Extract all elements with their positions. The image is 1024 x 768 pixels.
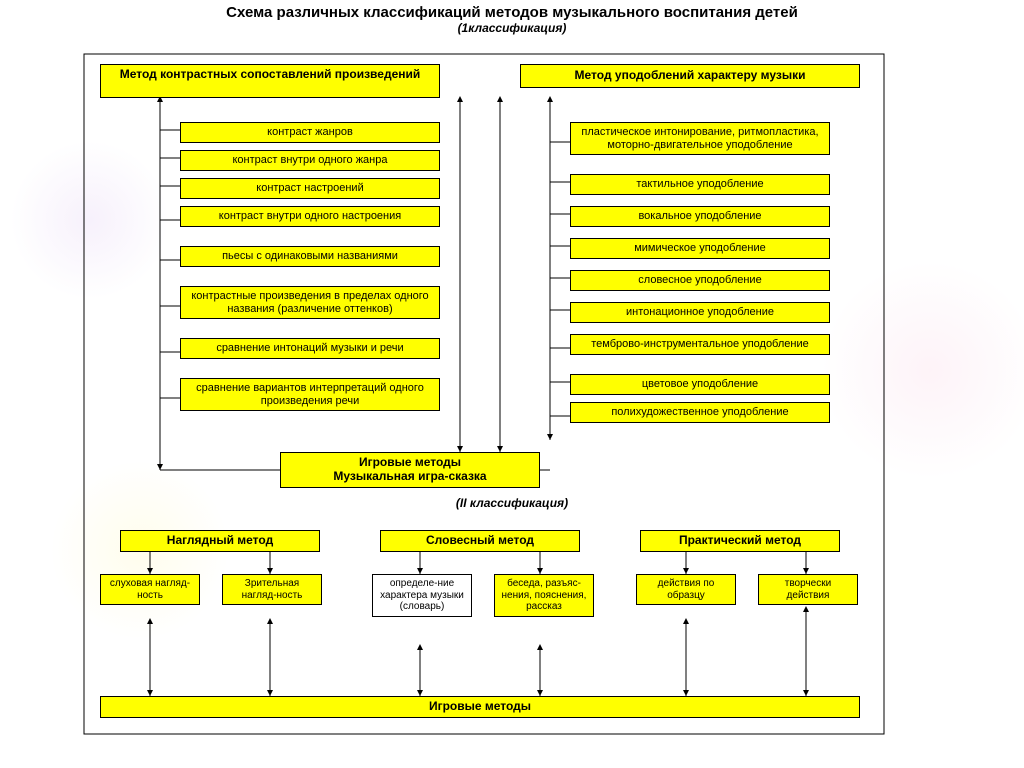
s2-sub: творчески действия <box>758 574 858 605</box>
s1-left-item: контрастные произведения в пределах одно… <box>180 286 440 319</box>
s2-sub: определе-ние характера музыки (словарь) <box>372 574 472 617</box>
s1-right-item: полихудожественное уподобление <box>570 402 830 423</box>
s2-header-2: Словесный метод <box>380 530 580 552</box>
s1-right-item: словесное уподобление <box>570 270 830 291</box>
s1-right-item: пластическое интонирование, ритмопластик… <box>570 122 830 155</box>
s1-left-item: сравнение интонаций музыки и речи <box>180 338 440 359</box>
s1-left-item: пьесы с одинаковыми названиями <box>180 246 440 267</box>
middle-box-text: Игровые методы Музыкальная игра-сказка <box>333 455 486 483</box>
s1-left-header: Метод контрастных сопоставлений произвед… <box>100 64 440 98</box>
s2-sub: слуховая нагляд-ность <box>100 574 200 605</box>
s2-header-3: Практический метод <box>640 530 840 552</box>
s2-sub: Зрительная нагляд-ность <box>222 574 322 605</box>
s1-right-item: тактильное уподобление <box>570 174 830 195</box>
middle-box: Игровые методы Музыкальная игра-сказка <box>280 452 540 488</box>
s1-left-item: контраст настроений <box>180 178 440 199</box>
s1-left-item: контраст внутри одного настроения <box>180 206 440 227</box>
s1-right-item: мимическое уподобление <box>570 238 830 259</box>
s1-right-item: вокальное уподобление <box>570 206 830 227</box>
s1-left-item: сравнение вариантов интерпретаций одного… <box>180 378 440 411</box>
s2-sub: действия по образцу <box>636 574 736 605</box>
s2-header-1: Наглядный метод <box>120 530 320 552</box>
s1-right-item: цветовое уподобление <box>570 374 830 395</box>
connector-lines <box>0 0 1024 768</box>
classification2-label: (II классификация) <box>0 496 1024 510</box>
s1-right-item: интонационное уподобление <box>570 302 830 323</box>
diagram-title: Схема различных классификаций методов му… <box>122 0 902 21</box>
s1-left-item: контраст внутри одного жанра <box>180 150 440 171</box>
classification1-label: (1классификация) <box>0 21 1024 35</box>
s1-right-header: Метод уподоблений характеру музыки <box>520 64 860 88</box>
footer-box: Игровые методы <box>100 696 860 718</box>
s1-right-item: темброво-инструментальное уподобление <box>570 334 830 355</box>
s2-sub: беседа, разъяс-нения, пояснения, рассказ <box>494 574 594 617</box>
s1-left-item: контраст жанров <box>180 122 440 143</box>
